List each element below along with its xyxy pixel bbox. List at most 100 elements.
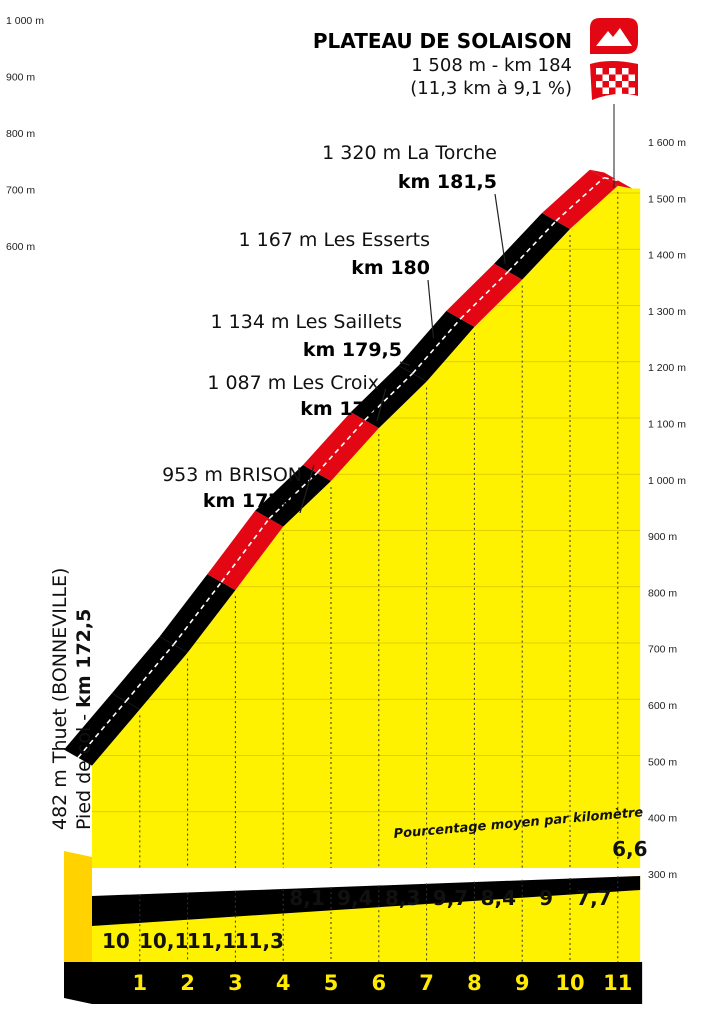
waypoint-km: km 179 — [300, 398, 379, 420]
start-label-line1: 482 m Thuet (BONNEVILLE) — [49, 568, 71, 830]
band-segment — [303, 412, 379, 481]
waypoint-km: km 177,5 — [203, 490, 302, 512]
segment-gradient-label: 11,3 — [235, 929, 284, 953]
right-axis-tick: 900 m — [648, 531, 677, 543]
km-marker-label: 4 — [276, 971, 291, 995]
right-axis-tick: 1 000 m — [648, 475, 686, 487]
waypoint-km: km 181,5 — [398, 171, 497, 193]
waypoint-leader — [494, 193, 506, 264]
segment-gradient-label: 7,7 — [576, 886, 611, 910]
right-axis-tick: 1 300 m — [648, 306, 686, 318]
km-bar — [64, 962, 643, 1004]
band-segment — [255, 465, 331, 527]
band-segment — [350, 365, 427, 429]
left-axis-tick: 800 m — [6, 128, 35, 140]
band-centerline — [316, 419, 366, 474]
km-marker-label: 3 — [228, 971, 243, 995]
right-axis-tick: 700 m — [648, 644, 677, 656]
right-axis-tick: 500 m — [648, 756, 677, 768]
waypoint: 1 134 m Les Saillets km 179,5 — [211, 311, 410, 367]
right-axis-tick: 1 600 m — [648, 137, 686, 149]
right-axis-tick: 800 m — [648, 587, 677, 599]
start-label-line2: Pied de col - km 172,5 — [73, 609, 95, 830]
profile-band — [64, 169, 633, 968]
band-centerline — [125, 644, 175, 702]
segment-gradient-label: 8,3 — [385, 886, 420, 910]
band-centerline — [77, 700, 127, 759]
band-segment — [494, 213, 570, 280]
band-centerline — [555, 177, 605, 222]
km-marker-label: 10 — [555, 971, 584, 995]
segment-gradient-label: 9,4 — [337, 886, 372, 910]
right-axis-tick: 1 500 m — [648, 193, 686, 205]
segment-gradient-label: 9,7 — [433, 886, 468, 910]
right-axis-tick: 600 m — [648, 700, 677, 712]
start-label-prefix: Pied de col - — [73, 708, 95, 830]
waypoint-name: 1 134 m Les Saillets — [211, 311, 402, 333]
left-axis-tick: 700 m — [6, 185, 35, 197]
waypoint: 1 087 m Les Croix km 179 — [207, 372, 387, 422]
band-segment — [542, 169, 618, 229]
waypoint-name: 1 320 m La Torche — [322, 142, 497, 164]
finish-block: PLATEAU DE SOLAISON 1 508 m - km 184 (11… — [313, 18, 638, 100]
left-axis-tick: 900 m — [6, 72, 35, 84]
waypoint: 1 320 m La Torche km 181,5 — [322, 142, 506, 264]
finish-altitude: 1 508 m - km 184 — [411, 55, 572, 76]
front-face — [64, 851, 92, 968]
base-slant — [92, 876, 641, 926]
right-axis-tick: 300 m — [648, 869, 677, 881]
profile-fill — [92, 185, 641, 868]
band-centerline — [411, 318, 462, 374]
segment-gradient-label: 10,1 — [139, 929, 188, 953]
band-centerline — [507, 220, 557, 273]
waypoint: 953 m BRISON km 177,5 — [162, 464, 315, 514]
waypoint-name: 1 167 m Les Esserts — [238, 229, 430, 251]
km-marker-label: 6 — [371, 971, 386, 995]
band-segment — [446, 263, 523, 327]
right-axis-tick: 1 100 m — [648, 419, 686, 431]
band-segment — [589, 169, 633, 189]
km-marker-label: 9 — [515, 971, 530, 995]
waypoint-leader — [376, 388, 387, 422]
km-markers: 1 2 3 4 5 6 7 8 9 10 11 — [132, 971, 632, 995]
finish-gradient: (11,3 km à 9,1 %) — [410, 78, 572, 99]
start-label-km: km 172,5 — [73, 609, 95, 708]
waypoint: 1 167 m Les Esserts km 180 — [238, 229, 435, 339]
waypoint-leader — [399, 361, 410, 367]
segment-gradient-label: 6,6 — [612, 837, 647, 861]
segment-gradient-label: 9 — [539, 886, 553, 910]
waypoint-km: km 180 — [351, 257, 430, 279]
waypoint-name: 1 087 m Les Croix — [207, 372, 379, 394]
segment-gradient-label: 8,4 — [481, 886, 516, 910]
axis-labels: 1 000 m 900 m 800 m 700 m 600 m 1 600 m 1 500 … — [6, 15, 686, 881]
right-axis-tick: 1 400 m — [648, 250, 686, 262]
left-axis-tick: 1 000 m — [6, 15, 44, 27]
left-axis-tick: 600 m — [6, 241, 35, 253]
segment-gradient-label: 8,1 — [289, 886, 324, 910]
segment-gradient-label: 11,1 — [187, 929, 236, 953]
waypoints: 953 m BRISON km 177,5 1 087 m Les Croix km … — [162, 142, 506, 514]
finish-title: PLATEAU DE SOLAISON — [313, 29, 572, 53]
waypoint-leader — [427, 279, 435, 339]
checkered-flag-icon — [590, 61, 638, 100]
segment-gradients: 10 10,111,111,38,1 9,4 8,3 9,7 8,4 9 7,7 6,6 — [102, 837, 648, 953]
right-axis-tick: 1 200 m — [648, 362, 686, 374]
band-centerline — [220, 518, 270, 583]
profile-area — [92, 185, 641, 868]
waypoint-name: 953 m BRISON — [162, 464, 302, 486]
profile-base — [64, 876, 643, 1004]
km-marker-label: 8 — [467, 971, 482, 995]
band-centerline — [172, 581, 223, 646]
waypoint-km: km 179,5 — [303, 339, 402, 361]
band-centerline — [603, 176, 619, 182]
band-centerline — [459, 271, 509, 320]
km-marker-label: 11 — [603, 971, 632, 995]
waypoint-leader — [299, 464, 315, 514]
km-marker-label: 5 — [324, 971, 339, 995]
km-marker-label: 2 — [180, 971, 195, 995]
start-label: 482 m Thuet (BONNEVILLE) Pied de col - k… — [49, 568, 95, 830]
segment-gradient-label: 10 — [102, 929, 130, 953]
mountain-icon — [590, 18, 638, 54]
